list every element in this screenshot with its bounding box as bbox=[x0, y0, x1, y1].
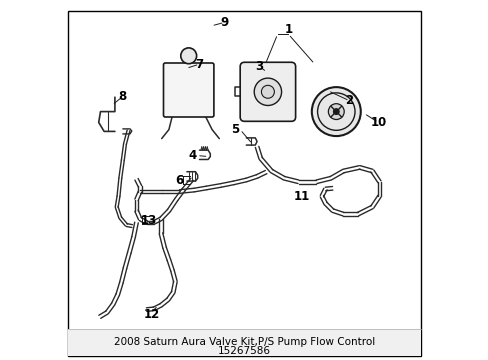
Text: 7: 7 bbox=[195, 58, 203, 71]
FancyBboxPatch shape bbox=[68, 329, 420, 356]
Circle shape bbox=[261, 85, 274, 98]
Text: 2: 2 bbox=[345, 94, 353, 107]
Circle shape bbox=[328, 104, 344, 120]
Text: 5: 5 bbox=[231, 123, 239, 136]
FancyBboxPatch shape bbox=[163, 63, 213, 117]
Circle shape bbox=[311, 87, 360, 136]
Text: 3: 3 bbox=[255, 60, 263, 73]
Text: 10: 10 bbox=[369, 116, 386, 129]
FancyBboxPatch shape bbox=[240, 62, 295, 121]
Circle shape bbox=[254, 78, 281, 105]
Text: 6: 6 bbox=[175, 174, 183, 186]
Text: 11: 11 bbox=[293, 190, 309, 203]
Text: 12: 12 bbox=[143, 309, 160, 321]
Circle shape bbox=[333, 109, 339, 114]
Text: 2008 Saturn Aura Valve Kit,P/S Pump Flow Control: 2008 Saturn Aura Valve Kit,P/S Pump Flow… bbox=[114, 337, 374, 347]
Text: 8: 8 bbox=[119, 90, 127, 103]
Text: 15267586: 15267586 bbox=[218, 346, 270, 356]
Text: 13: 13 bbox=[141, 214, 157, 227]
Text: 1: 1 bbox=[284, 23, 292, 36]
Text: 4: 4 bbox=[188, 149, 196, 162]
Text: 9: 9 bbox=[220, 16, 228, 29]
Circle shape bbox=[181, 48, 196, 64]
